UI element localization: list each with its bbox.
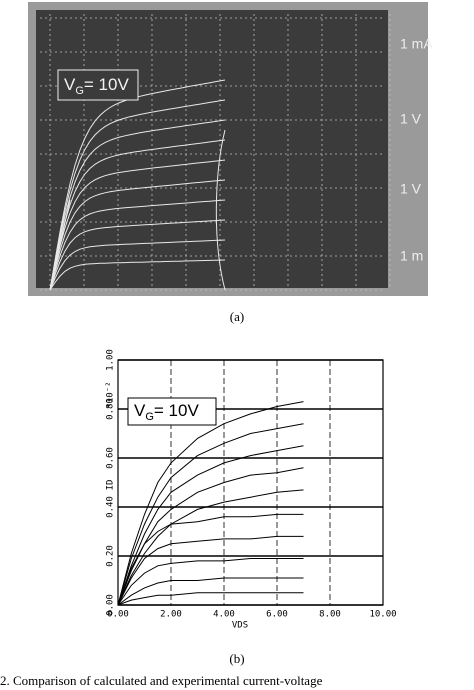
x-tick-label: 0.00 bbox=[107, 610, 129, 620]
subscript: G bbox=[75, 85, 84, 97]
chart-gate-label: VG= 10V bbox=[134, 401, 199, 422]
scale-label: 1 mA bbox=[400, 36, 433, 52]
figure-caption: 2. Comparison of calculated and experime… bbox=[0, 673, 323, 688]
y-axis-label: ID bbox=[106, 480, 116, 491]
chart-label-box bbox=[127, 397, 217, 426]
data-line bbox=[117, 535, 304, 606]
scale-label: 1 V bbox=[400, 111, 422, 127]
x-tick-label: 10.00 bbox=[369, 610, 396, 620]
data-line bbox=[117, 401, 304, 606]
caption-b: (b) bbox=[229, 651, 244, 666]
y-tick-label: 0.20 bbox=[106, 545, 116, 567]
symbol: V bbox=[64, 75, 76, 94]
x-tick-label: 6.00 bbox=[266, 610, 288, 620]
data-line bbox=[117, 489, 304, 606]
photo-curve bbox=[215, 129, 226, 291]
value: = 10V bbox=[84, 75, 130, 94]
y-tick-label: 0.40 bbox=[106, 496, 116, 518]
photo-curve bbox=[49, 219, 226, 291]
photo-curve bbox=[49, 119, 226, 291]
photo-curve bbox=[49, 199, 226, 291]
scale-label: 1 V bbox=[400, 181, 422, 197]
chart: 0.00 0.20 0.40 0.60 0.80 1.00 0.00 2.00 4.00 6.00… bbox=[106, 349, 397, 619]
photo-gate-label: VG= 10V bbox=[64, 75, 129, 96]
photo-label-box bbox=[57, 69, 139, 101]
photo-curve bbox=[49, 179, 226, 291]
photo-curve bbox=[49, 139, 226, 291]
photo-curve bbox=[49, 99, 226, 291]
data-line bbox=[117, 558, 304, 606]
caption-a: (a) bbox=[230, 309, 244, 324]
y-tick-label: 0.80 bbox=[106, 398, 116, 420]
x-axis-label: VDS bbox=[232, 621, 248, 631]
data-line bbox=[117, 423, 304, 606]
x-tick-label: 8.00 bbox=[319, 610, 341, 620]
photo-curve bbox=[49, 239, 226, 291]
symbol: V bbox=[134, 401, 146, 420]
subscript: G bbox=[145, 411, 154, 423]
photo-curves bbox=[49, 79, 226, 291]
photo-curve bbox=[49, 259, 226, 291]
y-tick-label: 0.60 bbox=[106, 447, 116, 469]
photo-curve bbox=[49, 199, 71, 291]
scale-label: 1 m bbox=[400, 248, 423, 264]
y-multiplier: *10⁻² bbox=[106, 381, 116, 408]
photo-grid bbox=[40, 14, 391, 291]
y-tick-label: 1.00 bbox=[106, 349, 116, 371]
data-line bbox=[117, 445, 304, 606]
x-tick-label: 2.00 bbox=[160, 610, 182, 620]
x-tick-label: 4.00 bbox=[213, 610, 235, 620]
value: = 10V bbox=[154, 401, 200, 420]
data-line bbox=[117, 513, 304, 606]
data-line bbox=[117, 467, 304, 606]
y-tick-label: 0.00 bbox=[106, 594, 116, 616]
data-line bbox=[117, 577, 304, 606]
data-line bbox=[117, 592, 304, 606]
photo-curve bbox=[49, 159, 226, 291]
